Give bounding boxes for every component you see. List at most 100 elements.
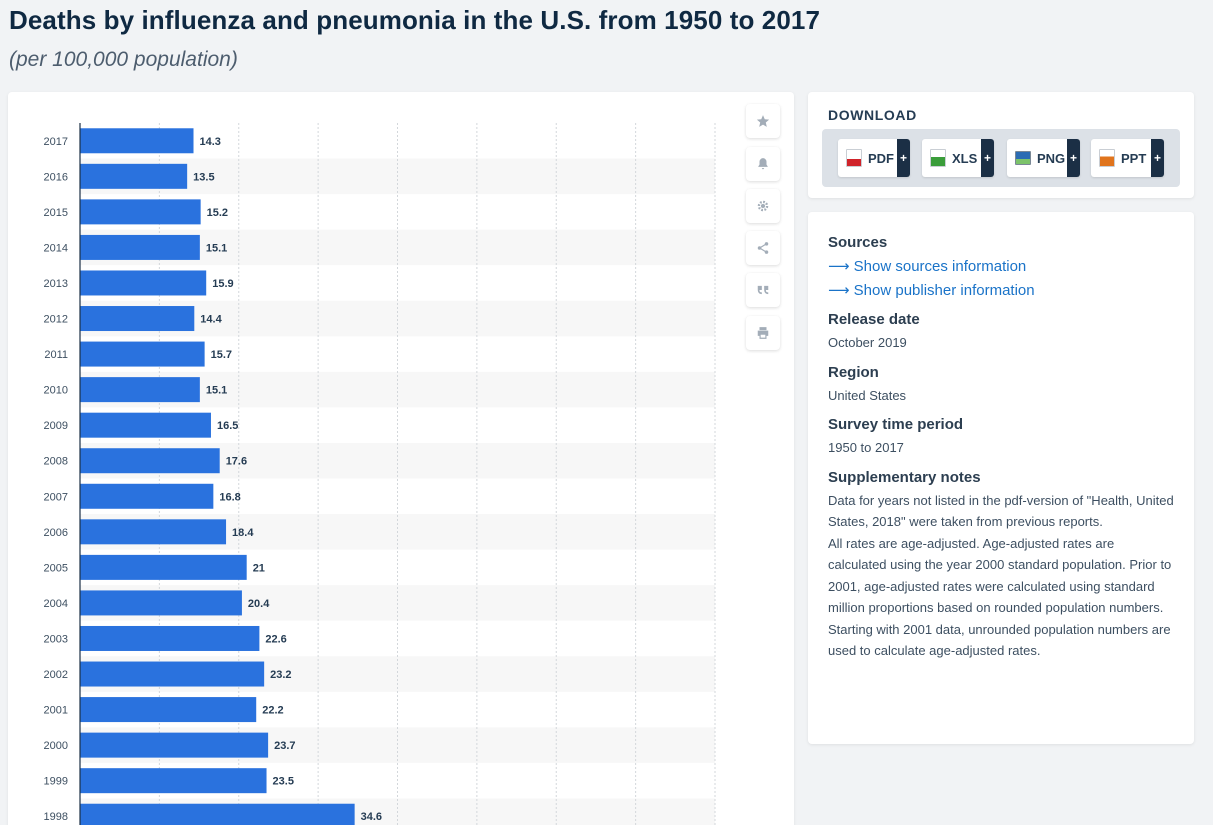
bar bbox=[80, 519, 227, 545]
settings-button[interactable] bbox=[746, 189, 780, 223]
data-label: 14.4 bbox=[200, 314, 222, 326]
notes-heading: Supplementary notes bbox=[828, 468, 981, 486]
ppt-label: PPT bbox=[1121, 150, 1147, 166]
y-tick-label: 2002 bbox=[44, 669, 68, 681]
data-label: 23.2 bbox=[270, 669, 291, 681]
download-png-button[interactable]: PNG + bbox=[1007, 139, 1080, 177]
page-subtitle: (per 100,000 population) bbox=[9, 48, 238, 71]
plus-icon: + bbox=[981, 139, 994, 177]
data-label: 34.6 bbox=[361, 811, 382, 823]
download-card: DOWNLOAD PDF + XLS + PNG + PPT + bbox=[808, 92, 1194, 198]
data-label: 16.5 bbox=[217, 420, 238, 432]
chart-card: 14.3 2017 13.5 2016 15.2 2015 15.1 2014 15.9 2013… bbox=[8, 92, 794, 825]
y-tick-label: 2007 bbox=[44, 491, 68, 503]
bar bbox=[80, 234, 200, 260]
show-publisher-link[interactable]: ⟶ Show publisher information bbox=[828, 279, 1174, 303]
data-label: 22.2 bbox=[262, 705, 283, 717]
notify-button[interactable] bbox=[746, 147, 780, 181]
y-tick-label: 1999 bbox=[44, 776, 68, 788]
print-button[interactable] bbox=[746, 316, 780, 350]
y-tick-label: 2013 bbox=[44, 278, 68, 290]
bar bbox=[80, 306, 195, 332]
data-label: 15.9 bbox=[212, 278, 233, 290]
sources-heading: Sources bbox=[828, 234, 888, 251]
download-ppt-button[interactable]: PPT + bbox=[1091, 139, 1164, 177]
data-label: 15.1 bbox=[206, 385, 227, 397]
y-tick-label: 1998 bbox=[44, 811, 68, 823]
data-label: 18.4 bbox=[232, 527, 254, 539]
data-label: 17.6 bbox=[226, 456, 247, 468]
notes-section: Supplementary notes Data for years not l… bbox=[828, 469, 1174, 662]
download-title: DOWNLOAD bbox=[828, 107, 917, 123]
print-icon bbox=[757, 327, 769, 339]
bar bbox=[80, 341, 205, 367]
bar bbox=[80, 163, 188, 189]
page-title: Deaths by influenza and pneumonia in the… bbox=[9, 5, 821, 35]
y-tick-label: 2016 bbox=[44, 171, 68, 183]
y-tick-label: 2012 bbox=[44, 314, 68, 326]
pdf-label: PDF bbox=[868, 150, 894, 166]
y-tick-label: 2009 bbox=[44, 420, 68, 432]
show-sources-link[interactable]: ⟶ Show sources information bbox=[828, 255, 1174, 279]
favorite-button[interactable] bbox=[746, 104, 780, 138]
y-tick-label: 2014 bbox=[44, 242, 68, 254]
data-label: 15.1 bbox=[206, 242, 227, 254]
release-heading: Release date bbox=[828, 311, 920, 328]
gear-icon bbox=[757, 200, 769, 212]
y-tick-label: 2001 bbox=[44, 705, 68, 717]
png-label: PNG bbox=[1037, 150, 1066, 166]
bar bbox=[80, 270, 207, 296]
cite-button[interactable] bbox=[746, 273, 780, 307]
bar bbox=[80, 803, 355, 825]
region-section: Region United States bbox=[828, 364, 1174, 407]
xls-file-icon bbox=[930, 149, 946, 167]
pdf-file-icon bbox=[846, 149, 862, 167]
download-pdf-button[interactable]: PDF + bbox=[838, 139, 910, 177]
bar-chart: 14.3 2017 13.5 2016 15.2 2015 15.1 2014 15.9 2013… bbox=[44, 123, 716, 825]
share-icon bbox=[757, 242, 769, 254]
data-label: 15.2 bbox=[207, 207, 228, 219]
y-tick-label: 2011 bbox=[44, 349, 68, 361]
plus-icon: + bbox=[1067, 139, 1080, 177]
sources-section: Sources ⟶ Show sources information ⟶ Sho… bbox=[828, 234, 1174, 303]
arrow-right-icon: ⟶ bbox=[828, 282, 854, 299]
bar bbox=[80, 590, 242, 616]
release-value: October 2019 bbox=[828, 335, 907, 350]
show-publisher-label: Show publisher information bbox=[853, 282, 1035, 299]
y-tick-label: 2000 bbox=[44, 740, 68, 752]
bar bbox=[80, 625, 260, 651]
y-tick-label: 2006 bbox=[44, 527, 68, 539]
data-label: 21 bbox=[253, 562, 265, 574]
release-section: Release date October 2019 bbox=[828, 311, 1174, 354]
bar bbox=[80, 768, 267, 794]
data-label: 23.7 bbox=[274, 740, 295, 752]
data-label: 22.6 bbox=[265, 633, 286, 645]
bar bbox=[80, 661, 265, 687]
bar bbox=[80, 412, 211, 438]
y-tick-label: 2003 bbox=[44, 633, 68, 645]
info-card: Sources ⟶ Show sources information ⟶ Sho… bbox=[808, 212, 1194, 744]
region-value: United States bbox=[828, 387, 907, 403]
plus-icon: + bbox=[1151, 139, 1164, 177]
y-tick-label: 2017 bbox=[44, 136, 68, 148]
survey-heading: Survey time period bbox=[828, 416, 964, 433]
notes-paragraph-1: Data for years not listed in the pdf-ver… bbox=[828, 492, 1174, 530]
region-heading: Region bbox=[828, 363, 879, 381]
share-button[interactable] bbox=[746, 231, 780, 265]
survey-section: Survey time period 1950 to 2017 bbox=[828, 416, 1174, 459]
xls-label: XLS bbox=[952, 150, 978, 166]
png-file-icon bbox=[1015, 151, 1031, 165]
survey-value: 1950 to 2017 bbox=[828, 440, 904, 455]
bar bbox=[80, 483, 214, 509]
bar bbox=[80, 128, 194, 154]
bar bbox=[80, 377, 200, 403]
download-bar: PDF + XLS + PNG + PPT + bbox=[822, 129, 1180, 187]
data-label: 15.7 bbox=[211, 349, 232, 361]
download-xls-button[interactable]: XLS + bbox=[922, 139, 994, 177]
y-tick-label: 2004 bbox=[44, 598, 68, 610]
data-label: 23.5 bbox=[273, 776, 294, 788]
plus-icon: + bbox=[897, 139, 910, 177]
data-label: 13.5 bbox=[193, 171, 214, 183]
bar bbox=[80, 697, 257, 723]
bar bbox=[80, 732, 269, 758]
